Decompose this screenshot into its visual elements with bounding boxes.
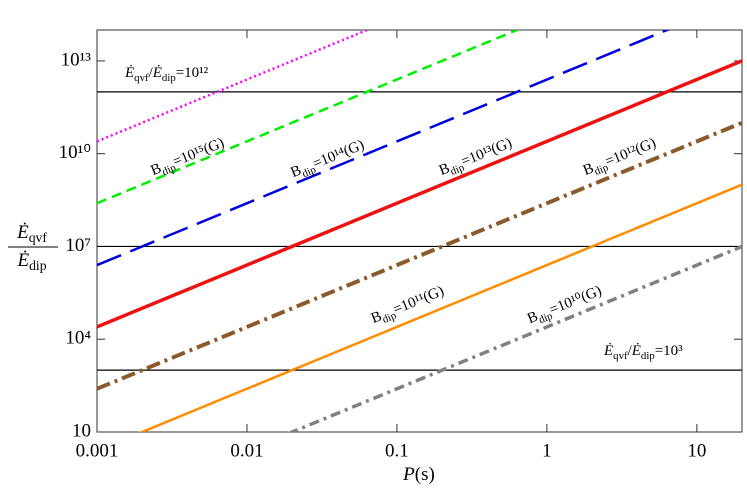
text-part: Ė <box>631 343 641 359</box>
text-part: Ė <box>16 222 29 243</box>
plot-frame <box>96 29 743 433</box>
text-part: / <box>628 343 633 359</box>
y-tick-label: 10⁷ <box>65 235 91 256</box>
y-tick-label: 10⁴ <box>65 328 91 349</box>
x-tick-label: 1 <box>542 440 552 461</box>
x-tick-label: 0.1 <box>385 440 409 461</box>
series-line <box>97 30 671 267</box>
text-part: dip <box>537 310 554 326</box>
series-line <box>97 59 742 329</box>
text-part: dip <box>449 162 466 178</box>
text-part: dip <box>301 164 318 180</box>
annotation: Ėdip <box>16 250 46 273</box>
text-part: =10¹²(G) <box>603 136 658 171</box>
plot-area <box>97 30 742 432</box>
x-tick-label: 0.01 <box>230 440 263 461</box>
text-part: =10¹² <box>176 65 209 81</box>
text-part: dip <box>162 72 176 84</box>
x-tick-label: 10 <box>687 440 706 461</box>
annotation: Ėqvf/Ėdip=10¹² <box>124 65 209 84</box>
text-part: =10¹⁵(G) <box>171 135 227 170</box>
y-tick-label: 10¹⁰ <box>59 142 91 163</box>
text-part: =10¹⁰(G) <box>547 283 604 318</box>
text-part: =10¹¹(G) <box>391 284 446 319</box>
annotation: Bdip=10¹⁴(G) <box>289 137 368 184</box>
text-part: Ė <box>124 65 134 81</box>
series-line <box>97 120 742 391</box>
text-part: dip <box>593 162 610 178</box>
text-part: Ė <box>16 250 29 271</box>
series-line <box>97 30 371 143</box>
y-tick-label: 10¹³ <box>61 49 92 70</box>
series-line <box>97 30 521 205</box>
text-part: dip <box>381 310 398 326</box>
annotation: P(s) <box>402 464 435 485</box>
text-part: / <box>149 65 154 81</box>
annotation: Bdip=10¹²(G) <box>581 136 660 183</box>
series-line <box>138 183 742 432</box>
annotation: Ėqvf <box>16 222 47 245</box>
text-part: Ė <box>603 343 613 359</box>
text-part: qvf <box>134 72 149 84</box>
series-line <box>287 244 742 432</box>
text-part: P <box>402 464 415 485</box>
text-part: Ė <box>152 65 162 81</box>
text-part: dip <box>641 350 655 362</box>
annotation: Bdip=10¹⁵(G) <box>149 135 228 182</box>
text-part: =10³ <box>655 343 683 359</box>
y-tick-label: 10 <box>72 420 91 441</box>
annotation: Ėqvf/Ėdip=10³ <box>603 343 683 362</box>
text-part: dip <box>161 162 178 178</box>
x-tick-label: 0.001 <box>76 440 119 461</box>
text-part: qvf <box>613 350 628 362</box>
text-part: qvf <box>29 230 48 245</box>
text-part: =10¹⁴(G) <box>311 137 367 172</box>
text-part: dip <box>29 258 47 273</box>
text-part: (s) <box>415 464 435 485</box>
